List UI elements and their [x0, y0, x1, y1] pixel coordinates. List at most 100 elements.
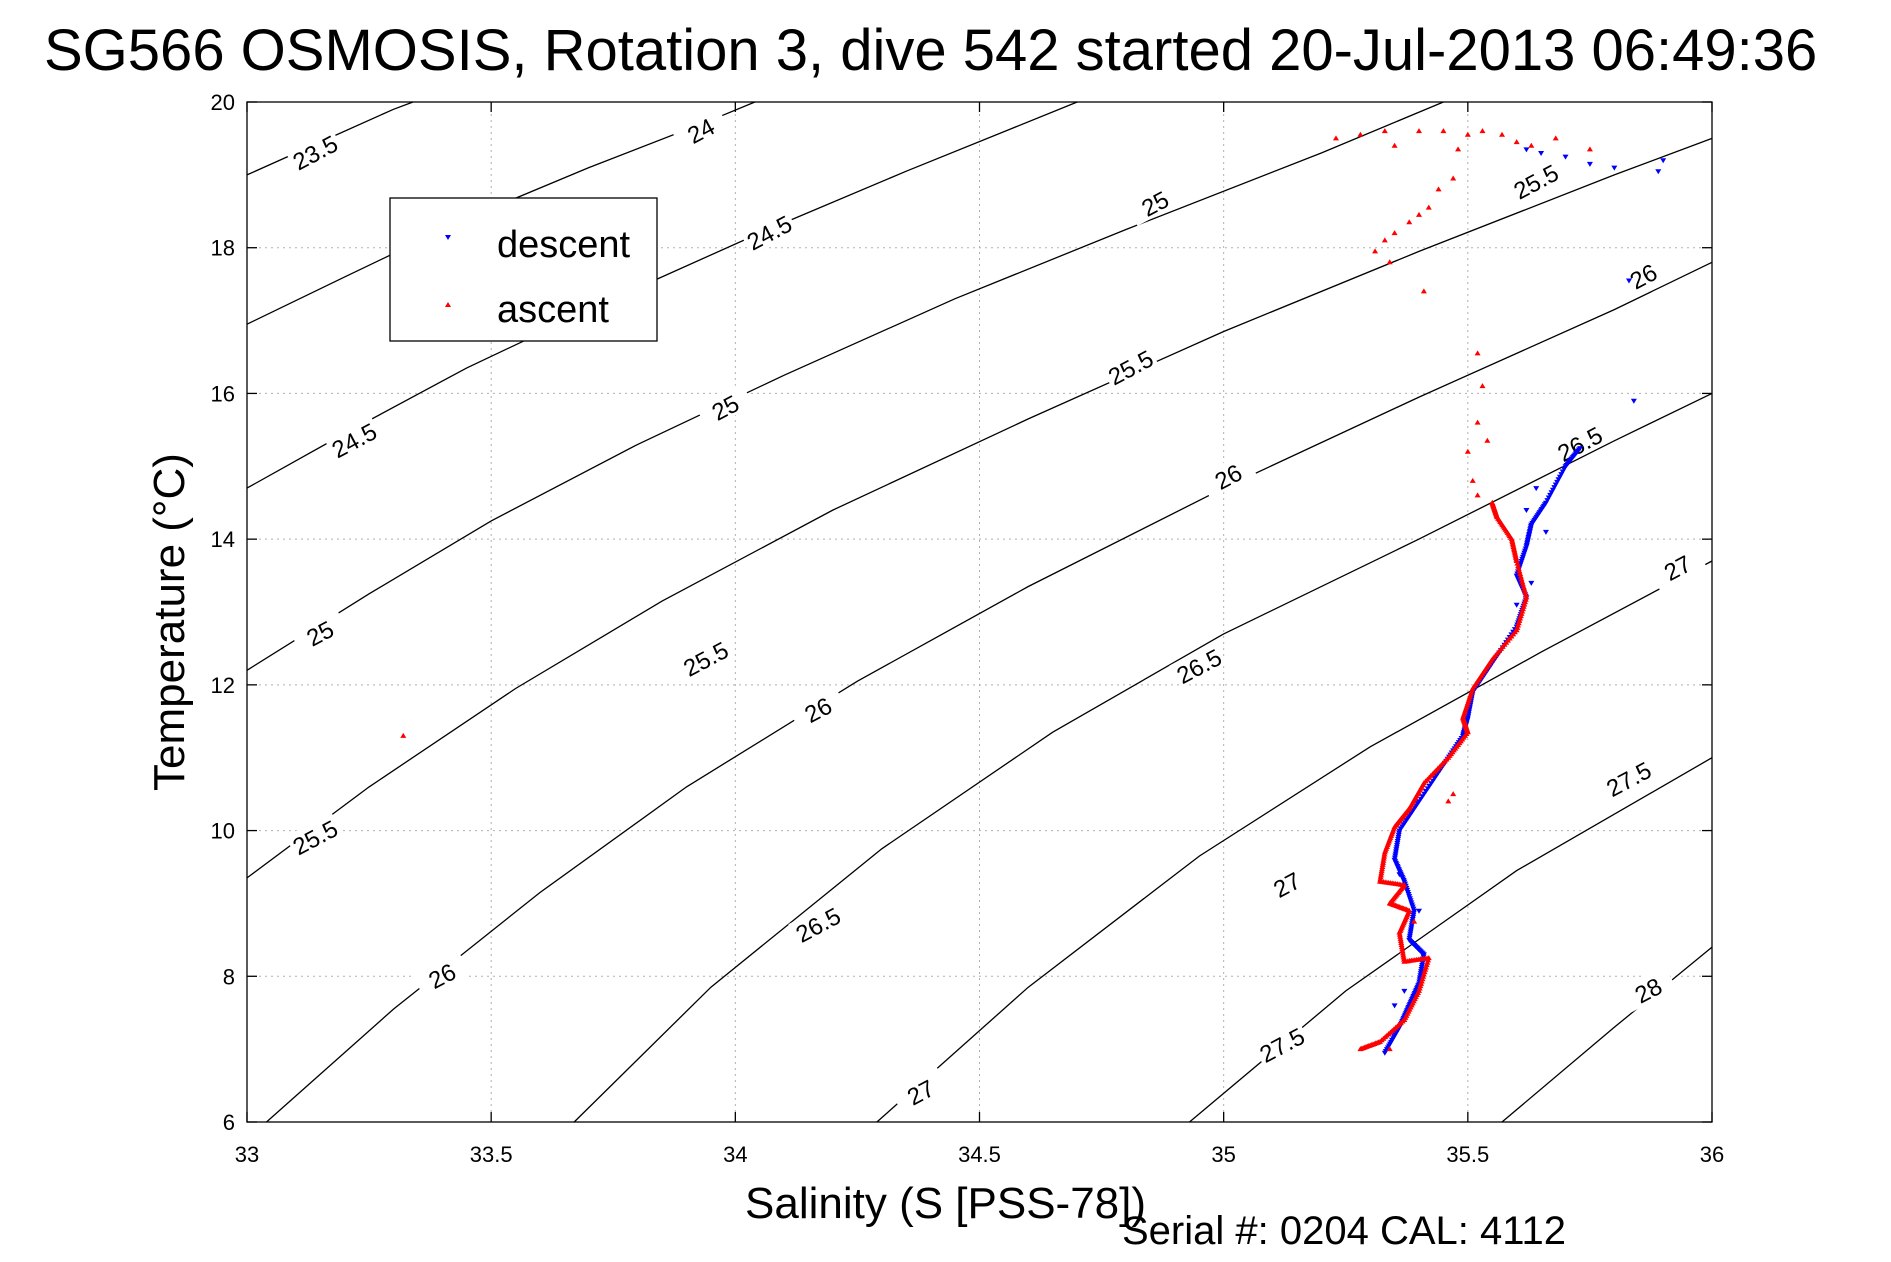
descent-point	[1410, 912, 1417, 918]
ascent-point	[1517, 573, 1524, 579]
contour-label-mask	[1506, 156, 1565, 205]
y-tick-label: 12	[211, 673, 235, 698]
descent-point	[1562, 154, 1569, 160]
descent-point	[1392, 851, 1399, 857]
ascent-point	[1586, 146, 1593, 152]
contour-label-mask	[788, 899, 847, 948]
descent-point	[1542, 529, 1549, 535]
contour-label-mask	[1100, 342, 1160, 390]
y-tick-label: 8	[223, 964, 235, 989]
descent-point	[1513, 602, 1520, 608]
ascent-point	[1450, 175, 1457, 181]
legend-ascent-marker	[445, 302, 451, 307]
ascent-point	[1515, 563, 1522, 569]
descent-point	[1395, 832, 1402, 838]
contour-label-mask	[1613, 251, 1672, 299]
ascent-point	[1517, 571, 1524, 577]
descent-point	[1418, 969, 1425, 975]
descent-point	[1408, 925, 1415, 931]
descent-point	[1528, 580, 1535, 586]
contour-line	[266, 261, 1713, 1123]
contour-line	[876, 560, 1713, 1123]
descent-point	[1406, 937, 1413, 943]
ascent-point	[1484, 437, 1491, 443]
descent-point	[1391, 857, 1398, 863]
descent-point	[1407, 931, 1414, 937]
ascent-point	[1372, 248, 1379, 254]
legend-box	[389, 197, 658, 342]
contour-label-mask	[412, 950, 471, 999]
contour-label-mask	[676, 633, 735, 682]
ascent-point	[1450, 791, 1457, 797]
legend: descent ascent	[389, 197, 658, 342]
ascent-point	[1523, 594, 1530, 600]
contour-label-mask	[1598, 754, 1658, 802]
ascent-point	[1469, 477, 1476, 483]
descent-point	[1660, 158, 1667, 164]
descent-point	[1407, 929, 1414, 935]
contour-line	[1501, 946, 1713, 1123]
y-tick-label: 18	[211, 236, 235, 261]
contour-label-mask	[1252, 1020, 1311, 1068]
ascent-point	[1425, 204, 1432, 210]
descent-point	[1625, 278, 1632, 284]
descent-point	[1418, 967, 1425, 972]
descent-point	[1395, 836, 1402, 842]
chart-title: SG566 OSMOSIS, Rotation 3, dive 542 star…	[44, 18, 1817, 83]
descent-point	[1419, 962, 1426, 968]
x-tick-label: 34.5	[958, 1142, 1001, 1167]
contour-label-mask	[695, 382, 754, 430]
ascent-point	[1519, 578, 1526, 584]
descent-point	[1410, 910, 1417, 916]
ascent-point	[1381, 237, 1388, 243]
descent-point	[1523, 147, 1530, 153]
ascent-point	[1357, 131, 1364, 137]
contour-label-mask	[739, 207, 798, 256]
contour-line	[246, 101, 1444, 671]
x-tick-label: 33.5	[470, 1142, 513, 1167]
contour-label-mask	[1125, 178, 1184, 226]
descent-point	[1523, 508, 1530, 513]
x-tick-label: 35	[1211, 1142, 1235, 1167]
descent-point	[1611, 165, 1618, 171]
descent-point	[1409, 917, 1416, 923]
descent-point	[1408, 923, 1415, 929]
ascent-point	[1440, 128, 1447, 134]
ascent-point	[1455, 146, 1462, 152]
x-tick-label: 36	[1700, 1142, 1724, 1167]
y-tick-label: 14	[211, 527, 235, 552]
ascent-point	[1420, 288, 1427, 294]
ascent-point	[1516, 568, 1523, 574]
descent-point	[1396, 830, 1403, 836]
x-tick-label: 33	[235, 1142, 259, 1167]
ascent-point	[1515, 565, 1522, 571]
ascent-point	[1386, 1046, 1393, 1052]
contour-line	[246, 101, 414, 176]
axis-ticks: 33 33.5 34 34.5 35 35.5 36 6 8 10 12 14 16 18 20	[211, 90, 1725, 1167]
ascent-point	[1464, 448, 1471, 454]
ascent-point	[1416, 211, 1422, 217]
legend-descent-label: descent	[497, 224, 631, 266]
contour-label-mask	[788, 684, 847, 733]
x-tick-label: 34	[723, 1142, 747, 1167]
x-tick-label: 35.5	[1446, 1142, 1489, 1167]
descent-point	[1406, 935, 1413, 941]
descent-point	[1395, 834, 1402, 840]
contour-label-mask	[285, 812, 344, 860]
contour-line	[573, 392, 1713, 1123]
descent-point	[1406, 933, 1413, 939]
y-tick-label: 20	[211, 90, 235, 115]
descent-point	[1394, 843, 1401, 849]
y-tick-label: 6	[223, 1110, 235, 1135]
ascent-point	[1416, 128, 1422, 134]
ascent-point	[1519, 581, 1526, 587]
contour-line	[246, 137, 1713, 879]
descent-point	[1396, 872, 1403, 878]
ascent-point	[1518, 576, 1525, 582]
descent-point	[1401, 988, 1408, 994]
ascent-point	[1411, 918, 1418, 924]
descent-point	[1391, 1003, 1398, 1009]
ascent-point	[1552, 135, 1559, 141]
